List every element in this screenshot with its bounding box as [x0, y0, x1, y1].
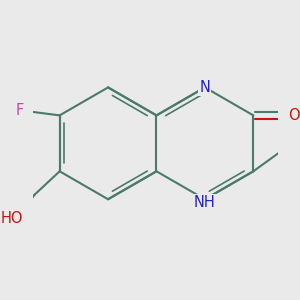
Text: HO: HO	[0, 211, 23, 226]
Text: NH: NH	[194, 195, 216, 210]
Text: N: N	[200, 80, 210, 95]
Text: O: O	[288, 108, 299, 123]
Text: F: F	[16, 103, 24, 118]
